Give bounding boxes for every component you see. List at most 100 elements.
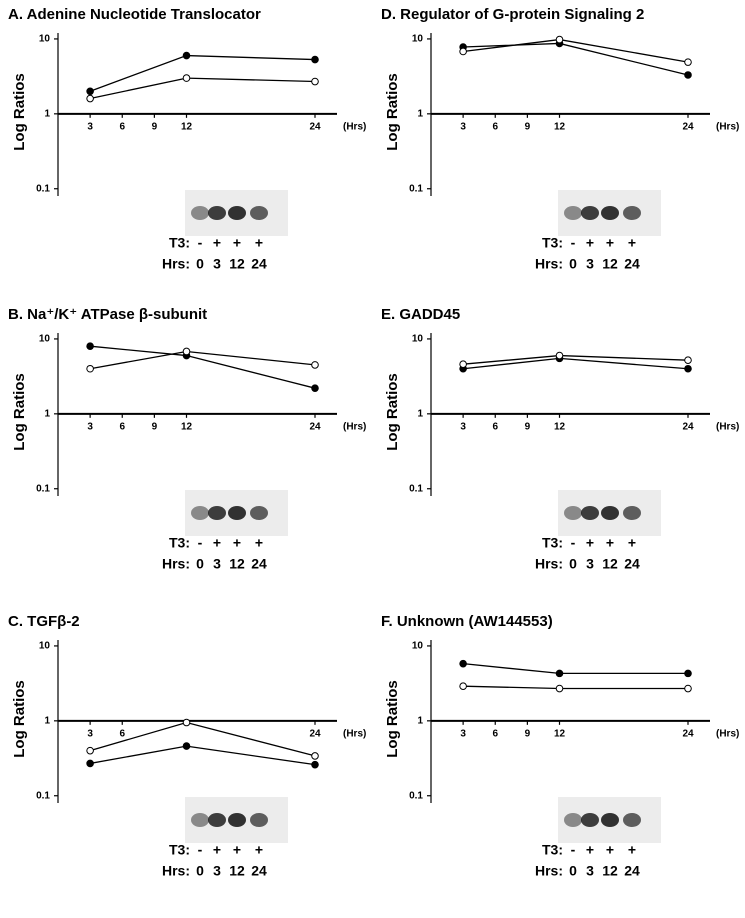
x-tick-label: 24 (309, 728, 321, 739)
data-point (86, 746, 94, 755)
blot-row-label: T3: (169, 535, 190, 551)
blot-lane-label: 3 (586, 256, 594, 272)
blot-lane-label: + (606, 235, 614, 251)
x-tick-label: 12 (554, 121, 566, 132)
blot-lane-label: 3 (213, 863, 221, 879)
y-tick-label: 1 (44, 715, 50, 726)
x-axis-label: (Hrs) (343, 121, 366, 132)
data-point (311, 77, 319, 86)
blot-lane-label: + (233, 842, 241, 858)
blot-band (191, 506, 209, 520)
y-tick-label: 10 (39, 334, 51, 345)
panel: B. Na⁺/K⁺ ATPase β-subunit Log Ratios 0.1 1… (8, 306, 366, 572)
blot-lane-label: 3 (213, 256, 221, 272)
data-point (86, 759, 94, 768)
blot-band (623, 506, 641, 520)
blot-band (564, 813, 582, 827)
blot-band (228, 206, 246, 220)
data-point (555, 351, 564, 360)
data-point (311, 384, 319, 392)
panel: F. Unknown (AW144553) Log Ratios 0.1 1 10 3 6 9… (381, 613, 739, 879)
x-tick-label: 12 (554, 421, 566, 432)
blot-row-label: Hrs: (535, 863, 563, 879)
x-tick-label: 6 (119, 121, 125, 132)
blot-lane-label: 12 (229, 863, 245, 879)
y-tick-label: 1 (44, 108, 50, 119)
data-point (182, 51, 191, 60)
y-tick-label: 0.1 (409, 790, 423, 801)
y-tick-label: 10 (412, 34, 424, 45)
blot-lane-label: 12 (229, 256, 245, 272)
blot-band (564, 206, 582, 220)
data-point (86, 87, 94, 96)
blot-band (208, 206, 226, 220)
data-point (182, 718, 191, 727)
blot-lane-label: + (213, 235, 221, 251)
x-axis-label: (Hrs) (343, 728, 366, 739)
blot-band (191, 206, 209, 220)
data-point (86, 94, 94, 103)
blot-lane-label: + (255, 235, 263, 251)
data-point (459, 47, 467, 56)
x-tick-label: 6 (492, 121, 498, 132)
y-axis-label: Log Ratios (11, 73, 28, 151)
blot-band (581, 206, 599, 220)
blot-lane-label: 12 (602, 863, 618, 879)
x-tick-label: 9 (152, 121, 158, 132)
blot-lane-label: 24 (251, 256, 267, 272)
blot-lane-label: + (213, 535, 221, 551)
blot-lane-label: 12 (229, 556, 245, 572)
blot-band (228, 813, 246, 827)
x-tick-label: 24 (309, 421, 321, 432)
y-tick-label: 0.1 (409, 183, 423, 194)
series-line (89, 54, 316, 92)
y-tick-label: 10 (412, 334, 424, 345)
y-tick-label: 0.1 (409, 483, 423, 494)
data-point (684, 356, 692, 365)
x-tick-label: 24 (682, 121, 694, 132)
x-tick-label: 9 (152, 421, 158, 432)
blot-row-label: Hrs: (535, 556, 563, 572)
y-axis-label: Log Ratios (384, 680, 401, 758)
y-axis-label: Log Ratios (11, 680, 28, 758)
blot-row-label: T3: (542, 535, 563, 551)
data-point (182, 347, 191, 356)
x-axis-label: (Hrs) (716, 421, 739, 432)
data-point (555, 669, 564, 678)
panel-title: E. GADD45 (381, 306, 460, 323)
blot-lane-label: + (586, 842, 594, 858)
blot-lane-label: 0 (196, 556, 204, 572)
x-tick-label: 6 (492, 728, 498, 739)
x-tick-label: 3 (460, 728, 466, 739)
blot-lane-label: 24 (624, 556, 640, 572)
blot-lane-label: 0 (196, 256, 204, 272)
data-point (311, 760, 319, 769)
x-axis-label: (Hrs) (343, 421, 366, 432)
blot-band (191, 813, 209, 827)
blot-band (623, 813, 641, 827)
series-line (89, 77, 316, 100)
blot-lane-label: - (198, 235, 203, 251)
data-point (459, 360, 467, 368)
x-tick-label: 9 (525, 421, 531, 432)
y-axis-label: Log Ratios (384, 73, 401, 151)
y-tick-label: 1 (44, 408, 50, 419)
blot-lane-label: 3 (213, 556, 221, 572)
panel: A. Adenine Nucleotide Translocator Log Ra… (8, 6, 366, 272)
blot-lane-label: + (213, 842, 221, 858)
y-axis-label: Log Ratios (384, 373, 401, 451)
data-point (311, 55, 319, 64)
x-tick-label: 3 (460, 121, 466, 132)
x-tick-label: 3 (87, 728, 93, 739)
data-point (684, 684, 692, 693)
x-axis-label: (Hrs) (716, 728, 739, 739)
data-point (555, 684, 564, 693)
data-point (311, 361, 319, 369)
blot-lane-label: + (606, 535, 614, 551)
blot-band (601, 506, 619, 520)
blot-row-label: Hrs: (162, 863, 190, 879)
blot-lane-label: 3 (586, 863, 594, 879)
blot-lane-label: 12 (602, 256, 618, 272)
blot-lane-label: 24 (251, 863, 267, 879)
